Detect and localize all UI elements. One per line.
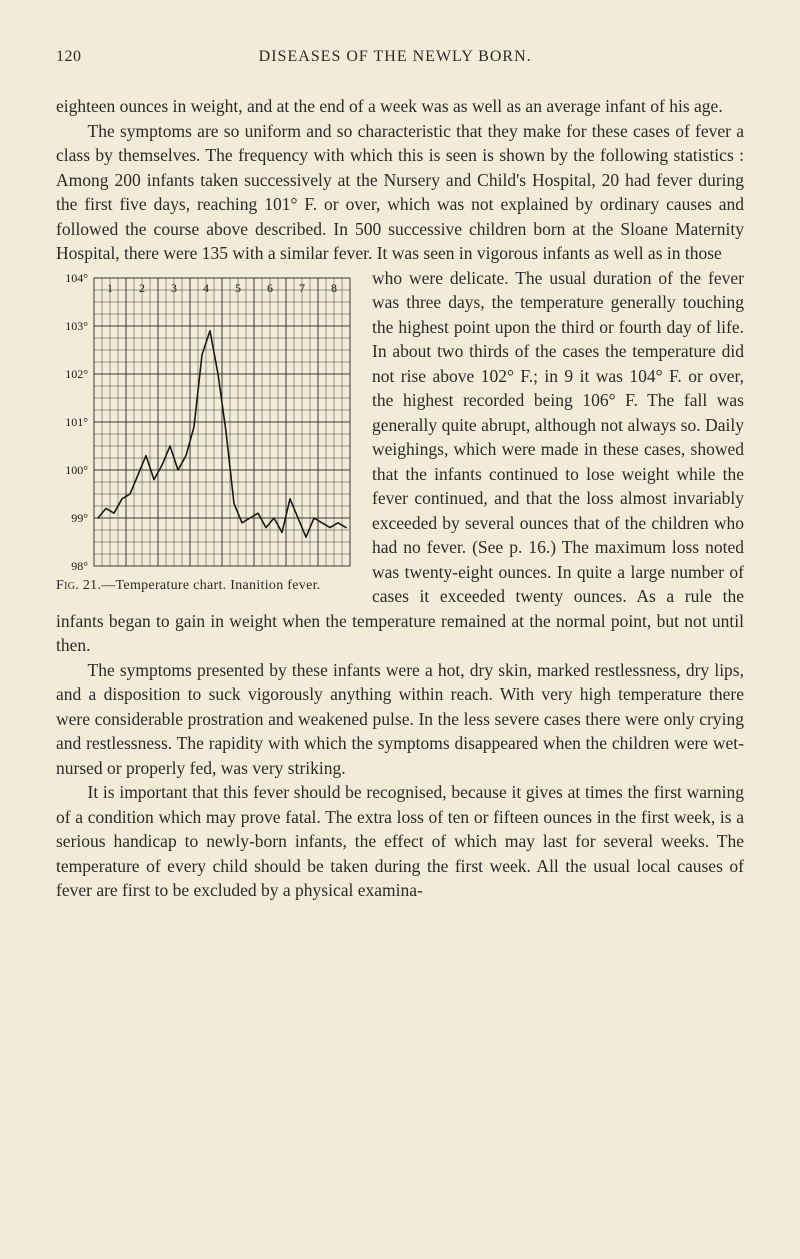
svg-text:99°: 99°: [71, 511, 88, 525]
svg-text:98°: 98°: [71, 559, 88, 572]
svg-text:7: 7: [299, 281, 305, 295]
page-header: 120 DISEASES OF THE NEWLY BORN.: [56, 48, 744, 66]
svg-text:5: 5: [235, 281, 241, 295]
running-head: DISEASES OF THE NEWLY BORN.: [259, 48, 532, 66]
svg-text:4: 4: [203, 281, 209, 295]
svg-text:6: 6: [267, 281, 273, 295]
svg-text:1: 1: [107, 281, 113, 295]
paragraph-2-head: The symptoms are so uniform and so chara…: [56, 119, 744, 266]
wrap-block: 1 2 3 4 5 6 7 8 104° 103° 102° 101° 100° 99° 98° Fig. …: [56, 266, 744, 658]
svg-text:104°: 104°: [65, 272, 88, 285]
paragraph-4: It is important that this fever should b…: [56, 780, 744, 903]
svg-text:103°: 103°: [65, 319, 88, 333]
svg-text:102°: 102°: [65, 367, 88, 381]
paragraph-1: eighteen ounces in weight, and at the en…: [56, 94, 744, 119]
figure-caption: Fig. 21.—Temperature chart. Inanition fe…: [56, 576, 356, 596]
page-number: 120: [56, 48, 82, 66]
temperature-chart: 1 2 3 4 5 6 7 8 104° 103° 102° 101° 100° 99° 98°: [56, 272, 356, 572]
page: 120 DISEASES OF THE NEWLY BORN. eighteen…: [0, 0, 800, 959]
figure-21: 1 2 3 4 5 6 7 8 104° 103° 102° 101° 100° 99° 98° Fig. …: [56, 272, 356, 596]
svg-text:2: 2: [139, 281, 145, 295]
figure-caption-prefix: Fig. 21.: [56, 578, 101, 593]
figure-caption-rest: —Temperature chart. Inanition fever.: [101, 578, 320, 593]
paragraph-3: The symptoms presented by these infants …: [56, 658, 744, 781]
svg-text:8: 8: [331, 281, 337, 295]
svg-text:100°: 100°: [65, 463, 88, 477]
svg-text:101°: 101°: [65, 415, 88, 429]
svg-text:3: 3: [171, 281, 177, 295]
chart-svg: 1 2 3 4 5 6 7 8 104° 103° 102° 101° 100° 99° 98°: [56, 272, 356, 572]
paragraph-2-wrap: who were delicate. The usual duration of…: [372, 268, 744, 558]
